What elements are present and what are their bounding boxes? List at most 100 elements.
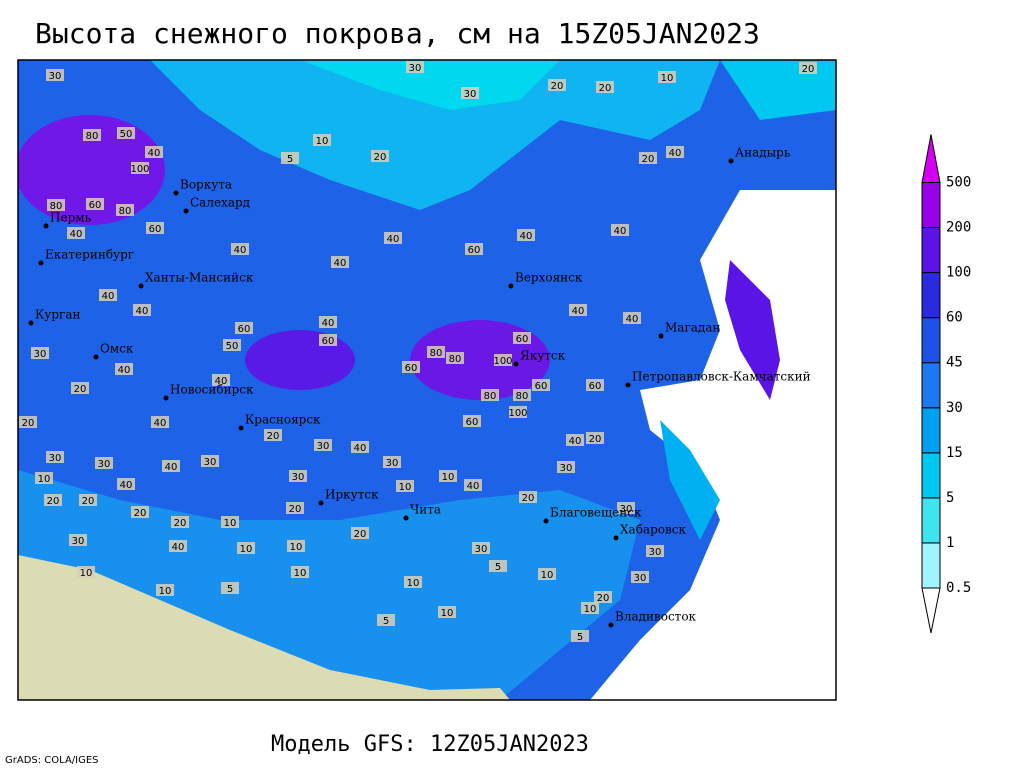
contour-label-box [281, 152, 299, 164]
contour-label-box [666, 146, 684, 158]
contour-label: 40 [322, 318, 335, 329]
contour-label: 80 [516, 391, 529, 402]
contour-label-box [569, 304, 587, 316]
city-label: Чита [410, 503, 441, 517]
contour-label-box [145, 146, 163, 158]
credit: GrADS: COLA/IGES [5, 755, 99, 766]
contour-label: 30 [72, 536, 85, 547]
contour-label-box [377, 614, 395, 626]
contour-label-box [71, 382, 89, 394]
contour-label: 10 [294, 568, 307, 579]
city-dot [608, 622, 614, 628]
contour-label-box [489, 560, 507, 572]
purple-west [18, 115, 165, 225]
city-label: Верхоянск [515, 271, 583, 285]
contour-label-box [19, 416, 37, 428]
colorbar-label: 200 [946, 220, 971, 236]
colorbar-segment [921, 317, 941, 364]
contour-label-box [35, 472, 53, 484]
contour-label: 80 [86, 131, 99, 142]
contour-label: 50 [120, 129, 133, 140]
city-label: Владивосток [615, 610, 697, 624]
contour-label: 20 [22, 418, 35, 429]
contour-label: 40 [70, 229, 83, 240]
contour-label: 20 [551, 81, 564, 92]
contour-label-box [658, 71, 676, 83]
contour-label-box [117, 478, 135, 490]
contour-label-box [83, 129, 101, 141]
contour-label: 10 [240, 544, 253, 555]
contour-label-box [46, 69, 64, 81]
city-label: Якутск [520, 349, 566, 363]
colorbar-segment [921, 497, 941, 544]
contour-label: 40 [118, 365, 131, 376]
contour-label: 40 [387, 234, 400, 245]
contour-label-box [46, 451, 64, 463]
kamchatka [725, 260, 780, 400]
contour-label: 60 [238, 324, 251, 335]
colorbar-top [921, 134, 941, 183]
city-dot [93, 354, 99, 360]
colorbar-segment [921, 452, 941, 499]
contour-label: 10 [661, 73, 674, 84]
contour-label-box [406, 61, 424, 73]
contour-label-box [594, 591, 612, 603]
contour-label: 40 [154, 418, 167, 429]
contour-label-box [519, 491, 537, 503]
contour-label: 40 [569, 436, 582, 447]
contour-label: 20 [522, 493, 535, 504]
contour-label-box [169, 540, 187, 552]
contour-label-box [287, 540, 305, 552]
contour-label: 60 [589, 381, 602, 392]
contour-label-box [623, 312, 641, 324]
contour-label: 30 [409, 63, 422, 74]
city-label: Магадан [665, 321, 720, 335]
contour-label: 5 [287, 154, 293, 165]
contour-label-box [67, 227, 85, 239]
contour-label: 60 [89, 200, 102, 211]
contour-label-box [156, 584, 174, 596]
city-label: Благовещенск [550, 506, 642, 520]
contour-label: 10 [407, 578, 420, 589]
contour-label: 30 [649, 547, 662, 558]
contour-label: 60 [322, 336, 335, 347]
contour-label: 5 [577, 632, 583, 643]
contour-label: 10 [442, 472, 455, 483]
contour-label: 80 [449, 354, 462, 365]
contour-label: 60 [405, 363, 418, 374]
contour-label-box [611, 224, 629, 236]
contour-label-box [131, 162, 149, 174]
contour-label: 40 [120, 480, 133, 491]
city-label: Хабаровск [620, 523, 686, 537]
contour-label: 20 [289, 504, 302, 515]
contour-label-box [264, 429, 282, 441]
contour-label-box [596, 81, 614, 93]
contour-label-box [404, 576, 422, 588]
contour-label: 30 [317, 441, 330, 452]
colorbar-label: 45 [946, 355, 963, 371]
contour-label-box [231, 243, 249, 255]
contour-label-box [116, 204, 134, 216]
city-dot [543, 518, 549, 524]
colorbar-segment [921, 542, 941, 589]
purple-center [245, 330, 355, 390]
contour-label-box [371, 150, 389, 162]
arctic-east [720, 60, 836, 120]
contour-label-box [319, 316, 337, 328]
contour-label: 40 [102, 291, 115, 302]
city-dot [508, 283, 514, 289]
contour-label: 30 [34, 349, 47, 360]
colorbar-label: 60 [946, 310, 963, 326]
contour-label: 10 [441, 608, 454, 619]
contour-label-box [532, 379, 550, 391]
city-dot [173, 190, 179, 196]
contour-label: 40 [165, 462, 178, 473]
contour-label-box [44, 494, 62, 506]
contour-label-box [383, 456, 401, 468]
city-dot [613, 535, 619, 541]
contour-label-box [461, 87, 479, 99]
contour-label-box [201, 455, 219, 467]
contour-label: 40 [234, 245, 247, 256]
contour-label: 40 [626, 314, 639, 325]
city-label: Новосибирск [170, 383, 254, 397]
